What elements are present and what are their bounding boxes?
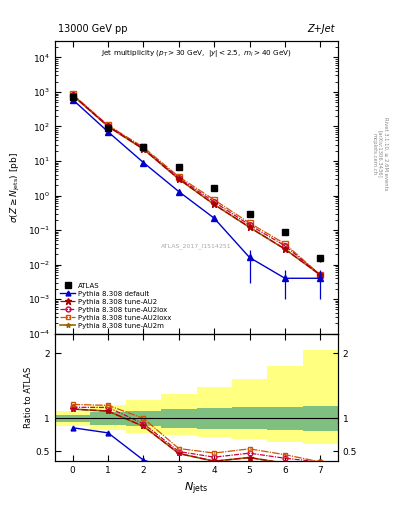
Pythia 8.308 tune-AU2 bbox=[106, 123, 110, 130]
Pythia 8.308 tune-AU2m bbox=[212, 201, 217, 207]
Line: Pythia 8.308 tune-AU2loxx: Pythia 8.308 tune-AU2loxx bbox=[70, 92, 323, 278]
Pythia 8.308 tune-AU2m bbox=[247, 224, 252, 230]
Pythia 8.308 tune-AU2lox bbox=[318, 272, 323, 278]
Pythia 8.308 tune-AU2loxx bbox=[70, 91, 75, 97]
Pythia 8.308 tune-AU2loxx bbox=[176, 174, 181, 180]
Pythia 8.308 tune-AU2lox bbox=[106, 123, 110, 129]
Line: Pythia 8.308 tune-AU2: Pythia 8.308 tune-AU2 bbox=[69, 92, 324, 279]
Pythia 8.308 tune-AU2m bbox=[318, 272, 323, 278]
Pythia 8.308 tune-AU2loxx bbox=[106, 122, 110, 129]
Text: 13000 GeV pp: 13000 GeV pp bbox=[58, 24, 127, 34]
Pythia 8.308 tune-AU2 bbox=[141, 146, 146, 152]
Pythia 8.308 tune-AU2 bbox=[247, 224, 252, 230]
Pythia 8.308 tune-AU2 bbox=[70, 92, 75, 98]
Pythia 8.308 tune-AU2lox bbox=[212, 199, 217, 205]
Pythia 8.308 tune-AU2lox bbox=[70, 92, 75, 98]
Pythia 8.308 tune-AU2 bbox=[176, 176, 181, 182]
Pythia 8.308 tune-AU2lox bbox=[283, 243, 287, 249]
Pythia 8.308 tune-AU2 bbox=[212, 201, 217, 207]
Pythia 8.308 tune-AU2m bbox=[106, 123, 110, 130]
Text: mcplots.cern.ch: mcplots.cern.ch bbox=[371, 133, 376, 175]
Text: Z+Jet: Z+Jet bbox=[308, 24, 335, 34]
Pythia 8.308 tune-AU2loxx bbox=[283, 241, 287, 247]
Text: Rivet 3.1.10, ≥ 2.6M events: Rivet 3.1.10, ≥ 2.6M events bbox=[383, 117, 388, 190]
Pythia 8.308 tune-AU2loxx bbox=[318, 272, 323, 278]
Line: Pythia 8.308 tune-AU2lox: Pythia 8.308 tune-AU2lox bbox=[70, 92, 323, 278]
Pythia 8.308 tune-AU2m bbox=[141, 146, 146, 152]
Text: Jet multiplicity $(p_T > 30\ \mathrm{GeV},\ |y| < 2.5,\ m_l > 40\ \mathrm{GeV})$: Jet multiplicity $(p_T > 30\ \mathrm{GeV… bbox=[101, 48, 292, 59]
Text: ATLAS_2017_I1514251: ATLAS_2017_I1514251 bbox=[161, 243, 232, 249]
Pythia 8.308 tune-AU2loxx bbox=[247, 220, 252, 226]
Pythia 8.308 tune-AU2 bbox=[318, 272, 323, 278]
X-axis label: $N_{\rm jets}$: $N_{\rm jets}$ bbox=[184, 480, 209, 497]
Text: [arXiv:1306.3436]: [arXiv:1306.3436] bbox=[377, 130, 382, 178]
Y-axis label: Ratio to ATLAS: Ratio to ATLAS bbox=[24, 367, 33, 428]
Pythia 8.308 tune-AU2m bbox=[70, 92, 75, 98]
Line: Pythia 8.308 tune-AU2m: Pythia 8.308 tune-AU2m bbox=[70, 93, 323, 278]
Pythia 8.308 tune-AU2lox bbox=[247, 222, 252, 228]
Pythia 8.308 tune-AU2m bbox=[176, 176, 181, 182]
Pythia 8.308 tune-AU2lox bbox=[176, 175, 181, 181]
Pythia 8.308 tune-AU2lox bbox=[141, 145, 146, 152]
Pythia 8.308 tune-AU2m bbox=[283, 246, 287, 252]
Pythia 8.308 tune-AU2loxx bbox=[212, 197, 217, 203]
Y-axis label: $\sigma(Z \geq N_{\rm jets})$ [pb]: $\sigma(Z \geq N_{\rm jets})$ [pb] bbox=[9, 152, 22, 223]
Pythia 8.308 tune-AU2 bbox=[283, 246, 287, 252]
Legend: ATLAS, Pythia 8.308 default, Pythia 8.308 tune-AU2, Pythia 8.308 tune-AU2lox, Py: ATLAS, Pythia 8.308 default, Pythia 8.30… bbox=[59, 281, 173, 330]
Pythia 8.308 tune-AU2loxx bbox=[141, 144, 146, 151]
